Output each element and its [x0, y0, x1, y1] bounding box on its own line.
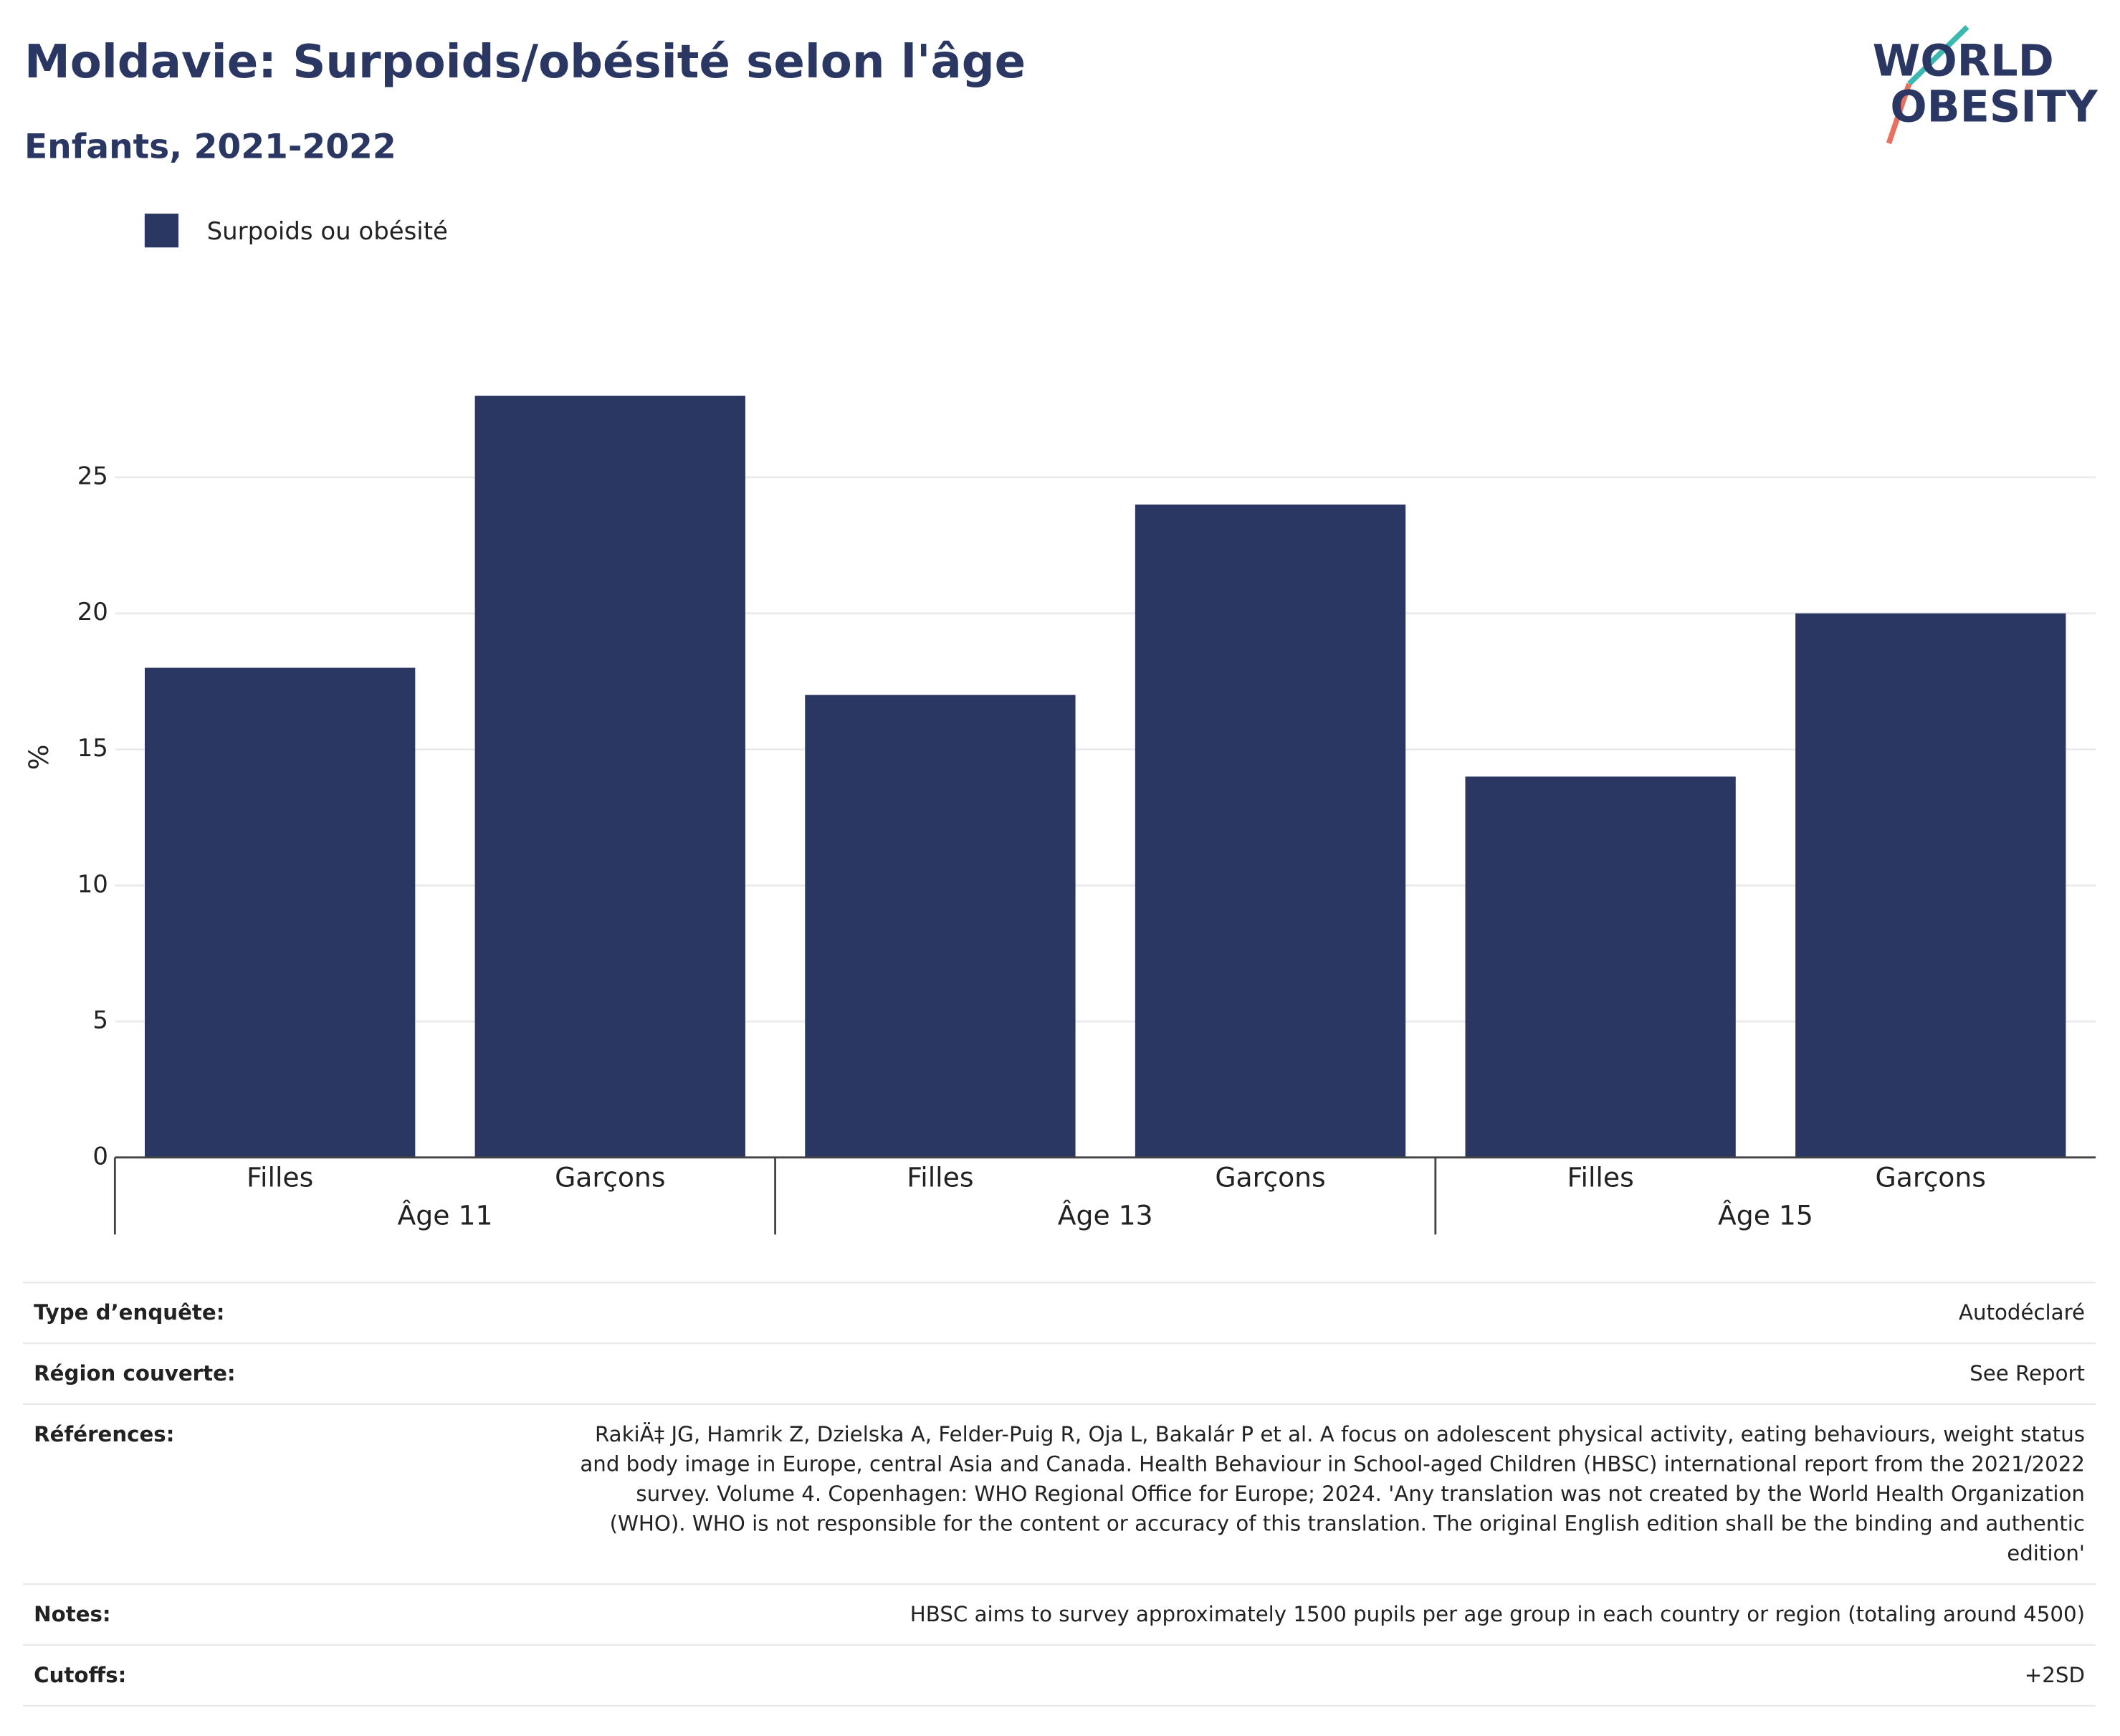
y-axis-label: % [23, 745, 54, 771]
row-value: Autodéclaré [1959, 1300, 2085, 1325]
row-label: Région couverte: [34, 1361, 236, 1386]
table-row: Références: RakiÄ‡ JG, Hamrik Z, Dzielska… [23, 1405, 2096, 1585]
row-value: HBSC aims to survey approximately 1500 p… [909, 1602, 2085, 1627]
y-tick-label: 25 [77, 462, 108, 490]
bar [1135, 504, 1406, 1158]
legend-label: Surpoids ou obésité [207, 217, 448, 246]
table-row: Notes: HBSC aims to survey approximately … [23, 1585, 2096, 1646]
bar [474, 396, 745, 1158]
chart: Moldavie: Surpoids/obésité selon l'âge E… [23, 25, 2098, 1235]
row-value: +2SD [2024, 1663, 2085, 1688]
row-label: Cutoffs: [34, 1663, 127, 1688]
logo-text: WORLD [1873, 36, 2054, 86]
y-tick-label: 0 [92, 1142, 108, 1170]
row-value: RakiÄ‡ JG, Hamrik Z, Dzielska A, Felder-… [580, 1422, 2085, 1566]
chart-subtitle: Enfants, 2021-2022 [24, 128, 396, 167]
legend-swatch [144, 214, 179, 248]
y-tick-label: 20 [77, 598, 108, 626]
group-label: Âge 11 [398, 1199, 493, 1231]
group-label: Âge 13 [1058, 1199, 1153, 1231]
row-label: Type d’enquête: [34, 1300, 225, 1325]
bar [1795, 613, 2066, 1158]
x-tick-label: Filles [247, 1162, 313, 1193]
x-tick-label: Garçons [1215, 1162, 1325, 1193]
row-value: See Report [1969, 1361, 2085, 1386]
row-label: Notes: [34, 1602, 111, 1627]
y-tick-label: 15 [77, 734, 108, 763]
bar [1465, 776, 1736, 1158]
logo-stroke [1907, 25, 1969, 86]
table-row: Type d’enquête: Autodéclaré [23, 1283, 2096, 1345]
bar [805, 695, 1076, 1158]
bar [145, 667, 416, 1158]
logo-stroke [1886, 82, 1912, 145]
table-row: Cutoffs: +2SD [23, 1646, 2096, 1707]
table-row: Région couverte: See Report [23, 1344, 2096, 1406]
x-tick-label: Filles [1567, 1162, 1634, 1193]
x-tick-label: Garçons [1876, 1162, 1986, 1193]
logo-text: OBESITY [1890, 82, 2098, 132]
row-label: Références: [34, 1422, 175, 1447]
group-label: Âge 15 [1718, 1199, 1813, 1231]
y-tick-label: 5 [92, 1006, 108, 1035]
x-tick-label: Garçons [555, 1162, 665, 1193]
chart-title: Moldavie: Surpoids/obésité selon l'âge [24, 35, 1026, 89]
x-tick-label: Filles [907, 1162, 973, 1193]
y-tick-label: 10 [77, 870, 108, 899]
info-table: Type d’enquête: Autodéclaré Région couvert… [23, 1282, 2096, 1707]
